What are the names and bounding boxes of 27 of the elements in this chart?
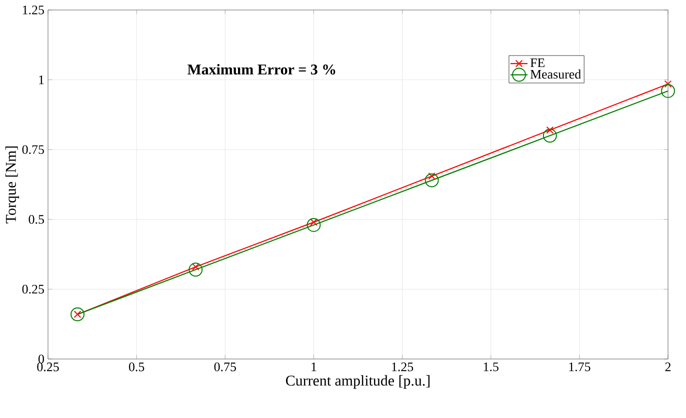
legend-label: FE (530, 58, 545, 68)
point (428, 172, 436, 180)
point (188, 262, 203, 277)
point (542, 128, 557, 143)
legend-label: Measured (530, 70, 581, 79)
point (664, 80, 672, 88)
y-tick-label: 1.25 (22, 6, 44, 14)
x-tick-label: 1.5 (484, 362, 498, 372)
y-tick-label: 0.25 (22, 284, 44, 294)
x-tick-label: 1.75 (569, 362, 590, 372)
y-axis-title: Torque [Nm] (5, 146, 19, 224)
x-axis-title: Current amplitude [p.u.] (286, 375, 430, 389)
x-tick-label: 0.5 (128, 362, 144, 372)
x-tick-label: 1 (312, 362, 316, 372)
y-tick-label: 0.5 (28, 215, 44, 224)
point (661, 84, 675, 98)
point (424, 173, 439, 188)
point (546, 126, 554, 134)
x-tick-label: 1.25 (392, 362, 414, 372)
point (70, 307, 84, 322)
y-tick-label: 0 (38, 354, 44, 364)
annotation: Maximum Error = 3 % (187, 64, 336, 75)
point (306, 218, 321, 232)
x-tick-label: 0.75 (214, 362, 236, 372)
y-tick-label: 0.75 (22, 145, 44, 154)
x-tick-label: 2 (665, 362, 671, 372)
y-tick-label: 1 (39, 76, 44, 84)
